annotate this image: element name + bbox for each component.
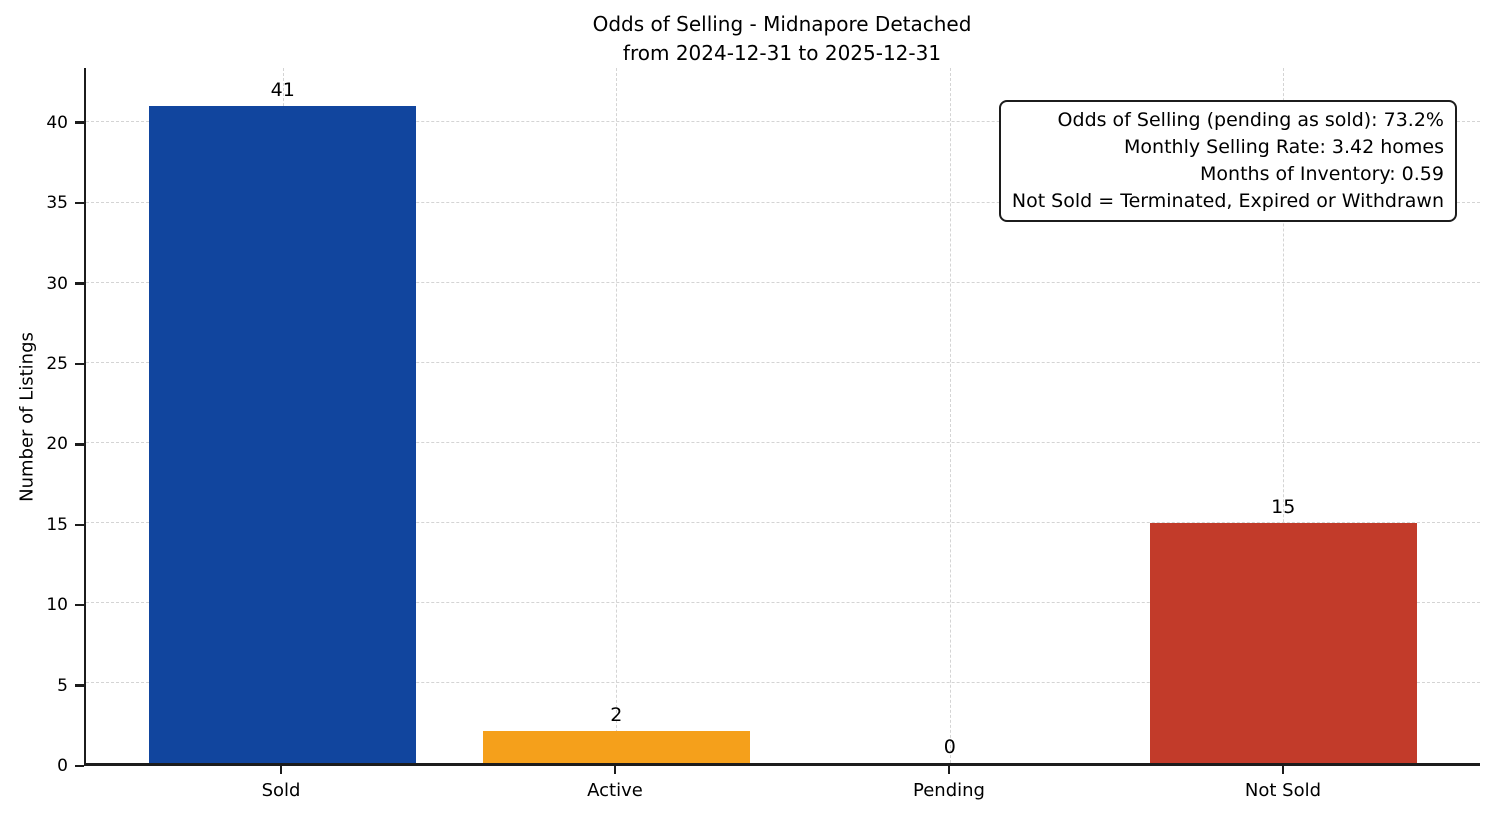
y-tick-label-10: 10	[46, 595, 68, 616]
x-tick-label-pending: Pending	[913, 780, 985, 801]
annotation-line-2: Monthly Selling Rate: 3.42 homes	[1124, 136, 1444, 158]
chart-title-line-2: from 2024-12-31 to 2025-12-31	[622, 41, 942, 65]
y-tick-label-20: 20	[46, 434, 68, 455]
h-gridline-30	[86, 281, 1480, 283]
bar-value-label-sold: 41	[270, 79, 295, 102]
y-tick-label-0: 0	[57, 756, 68, 776]
y-tick-label-30: 30	[46, 273, 68, 294]
y-tick-mark-20	[75, 443, 84, 446]
y-tick-label-25: 25	[46, 353, 68, 374]
y-tick-mark-0	[75, 764, 84, 768]
h-gridline-25	[86, 361, 1480, 363]
h-gridline-20	[86, 441, 1480, 443]
y-tick-mark-10	[75, 603, 84, 607]
bar-sold	[149, 106, 417, 763]
chart-title-line-1: Odds of Selling - Midnapore Detached	[592, 12, 972, 36]
bar-value-label-not-sold: 15	[1271, 495, 1296, 518]
annotation-box: Odds of Selling (pending as sold): 73.2%…	[998, 100, 1457, 222]
h-gridline-10	[86, 601, 1480, 603]
chart-title: Odds of Selling - Midnapore Detached fro…	[84, 10, 1480, 68]
bar-value-label-active: 2	[610, 703, 623, 726]
x-tick-label-sold: Sold	[261, 780, 301, 801]
y-tick-mark-40	[75, 121, 84, 124]
y-tick-mark-30	[75, 282, 84, 285]
y-tick-mark-25	[75, 362, 84, 366]
x-tick-mark-pending	[947, 766, 951, 774]
h-gridline-15	[86, 521, 1480, 523]
annotation-line-1: Odds of Selling (pending as sold): 73.2%	[1057, 109, 1444, 131]
bar-active	[482, 730, 750, 763]
x-tick-mark-sold	[279, 766, 283, 774]
y-tick-label-5: 5	[57, 675, 68, 696]
x-tick-label-not-sold: Not Sold	[1244, 780, 1322, 801]
y-tick-label-15: 15	[46, 514, 68, 535]
v-gridline-2	[949, 68, 951, 763]
y-tick-mark-15	[75, 523, 84, 526]
h-gridline-40	[86, 121, 1480, 123]
bar-value-label-pending: 0	[943, 736, 956, 758]
h-gridline-5	[86, 681, 1480, 683]
annotation-line-3: Months of Inventory: 0.59	[1200, 163, 1444, 185]
x-tick-mark-active	[613, 766, 617, 774]
plot-area: 41 2 0 15	[84, 68, 1480, 766]
bar-not-sold	[1149, 522, 1417, 763]
y-tick-mark-35	[75, 201, 84, 205]
v-gridline-1	[616, 68, 618, 763]
y-tick-label-35: 35	[46, 193, 68, 214]
y-tick-mark-5	[75, 684, 84, 687]
x-tick-mark-not-sold	[1281, 766, 1285, 774]
v-gridline-3	[1283, 68, 1285, 763]
y-tick-label-40: 40	[46, 112, 68, 133]
h-gridline-35	[86, 201, 1480, 203]
annotation-line-4: Not Sold = Terminated, Expired or Withdr…	[1011, 190, 1444, 212]
annotation-lines: Odds of Selling (pending as sold): 73.2%…	[1012, 107, 1444, 215]
x-tick-label-active: Active	[587, 780, 643, 801]
